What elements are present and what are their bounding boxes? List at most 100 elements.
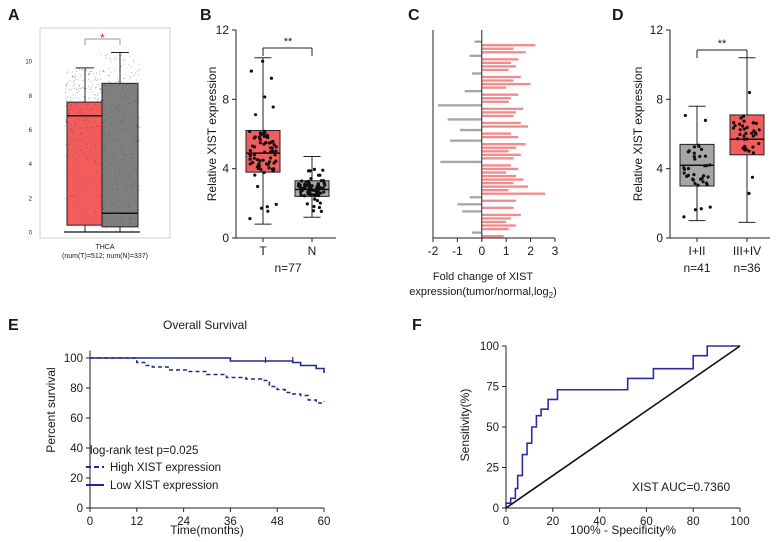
panel-a-point <box>73 163 75 165</box>
panel-b-axes: 0 4 8 12 T N <box>216 23 336 258</box>
panel-d-count-1: n=41 <box>683 261 710 275</box>
panel-a-point <box>92 84 94 86</box>
panel-b-point <box>252 136 256 140</box>
panel-a-point <box>107 167 109 169</box>
panel-a-point <box>107 135 109 137</box>
panel-b-point <box>299 193 303 197</box>
panel-b-point <box>318 201 322 205</box>
panel-a-point <box>98 155 100 157</box>
panel-c-bar <box>481 217 512 220</box>
panel-a-point <box>70 96 72 98</box>
panel-c-bar <box>481 114 514 118</box>
panel-c-bar <box>481 107 524 111</box>
panel-a-point <box>113 195 115 197</box>
panel-a-point <box>79 88 81 90</box>
panel-a-point <box>94 160 96 162</box>
panel-a-point <box>73 185 75 187</box>
panel-c-bar <box>440 160 482 164</box>
panel-a-point <box>102 71 104 73</box>
panel-a-point <box>123 161 125 163</box>
panel-a-point <box>85 156 87 158</box>
panel-a-point <box>105 55 107 57</box>
panel-a-point <box>125 96 127 98</box>
panel-a-point <box>90 110 92 112</box>
panel-b-ytick-label: 8 <box>222 92 229 106</box>
panel-a-point <box>105 228 107 230</box>
panel-a-point <box>121 122 123 124</box>
panel-d-point <box>738 132 742 137</box>
panel-e-xtick-label: 24 <box>177 516 190 528</box>
panel-a-point <box>72 130 74 132</box>
panel-a-point <box>112 166 114 168</box>
panel-c-bar <box>459 128 482 132</box>
panel-a-point <box>127 184 129 186</box>
panel-a-point <box>114 59 116 61</box>
panel-e-legend: High XIST expression Low XIST expression <box>86 462 221 492</box>
panel-b-point <box>300 179 304 183</box>
legend-high-label: High XIST expression <box>110 462 221 474</box>
panel-b-point <box>313 188 317 193</box>
panel-a-point <box>110 71 112 73</box>
panel-a-point <box>74 67 76 69</box>
panel-a-point <box>84 67 86 69</box>
panel-a-box <box>66 101 104 226</box>
panel-f-axes: 0 25 50 75 100 0 20 40 60 80 100 <box>480 341 750 528</box>
panel-b-point <box>248 129 252 134</box>
panel-a-point <box>76 70 78 72</box>
panel-c-bar <box>481 58 519 61</box>
panel-a-point <box>72 76 74 78</box>
panel-c-xlabel-sub: 2 <box>549 291 554 300</box>
panel-a-point <box>83 155 85 157</box>
panel-a-point <box>100 53 102 55</box>
panel-d-point <box>704 181 709 185</box>
panel-a-point <box>132 229 134 231</box>
panel-a-point <box>103 205 105 207</box>
panel-b-point <box>263 134 267 138</box>
panel-a-point <box>114 69 116 71</box>
panel-a-point <box>99 196 101 198</box>
panel-d-point <box>682 171 686 175</box>
panel-d-point <box>733 124 737 128</box>
panel-a-point <box>116 188 118 190</box>
panel-a-point <box>82 114 84 116</box>
panel-a-point <box>72 85 74 87</box>
panel-b-xtick-label: N <box>308 244 317 258</box>
panel-a-point <box>117 80 119 82</box>
panel-b-point <box>262 142 266 146</box>
panel-a-point <box>82 137 84 139</box>
panel-a-point <box>85 87 87 89</box>
panel-a-point <box>73 138 75 140</box>
panel-e-xtick-label: 36 <box>224 516 237 528</box>
panel-e-series-high <box>90 357 325 404</box>
panel-c-xlabel-main: expression(tumor/normal,log <box>409 286 548 298</box>
panel-a-point <box>65 88 67 90</box>
panel-a-point <box>98 136 100 138</box>
panel-a-point <box>99 82 101 84</box>
panel-d-point <box>747 90 752 95</box>
panel-a-point <box>136 194 138 196</box>
panel-d-point <box>708 163 712 167</box>
panel-a-point <box>91 145 93 147</box>
panel-c-bar <box>481 213 521 217</box>
panel-a-point <box>66 192 68 194</box>
panel-a-point <box>70 125 72 127</box>
panel-c-bar <box>469 54 482 57</box>
panel-a-point <box>104 145 106 147</box>
panel-a-point <box>95 80 97 82</box>
panel-a-point <box>85 69 87 71</box>
panel-b-point <box>268 156 273 160</box>
panel-a-point <box>93 137 95 139</box>
panel-b-point <box>309 177 313 181</box>
panel-c-bar <box>481 185 529 188</box>
panel-a-point <box>110 111 112 113</box>
panel-a-point <box>109 57 111 59</box>
panel-a-point <box>139 189 141 191</box>
panel-d-point <box>701 174 706 178</box>
panel-a-point <box>137 171 139 173</box>
panel-a-point <box>129 222 131 224</box>
panel-b-sig: ** <box>284 36 293 48</box>
panel-a-point <box>120 128 122 130</box>
panel-a-box <box>101 82 139 228</box>
panel-a-point <box>126 155 128 157</box>
panel-a-point <box>86 136 88 138</box>
